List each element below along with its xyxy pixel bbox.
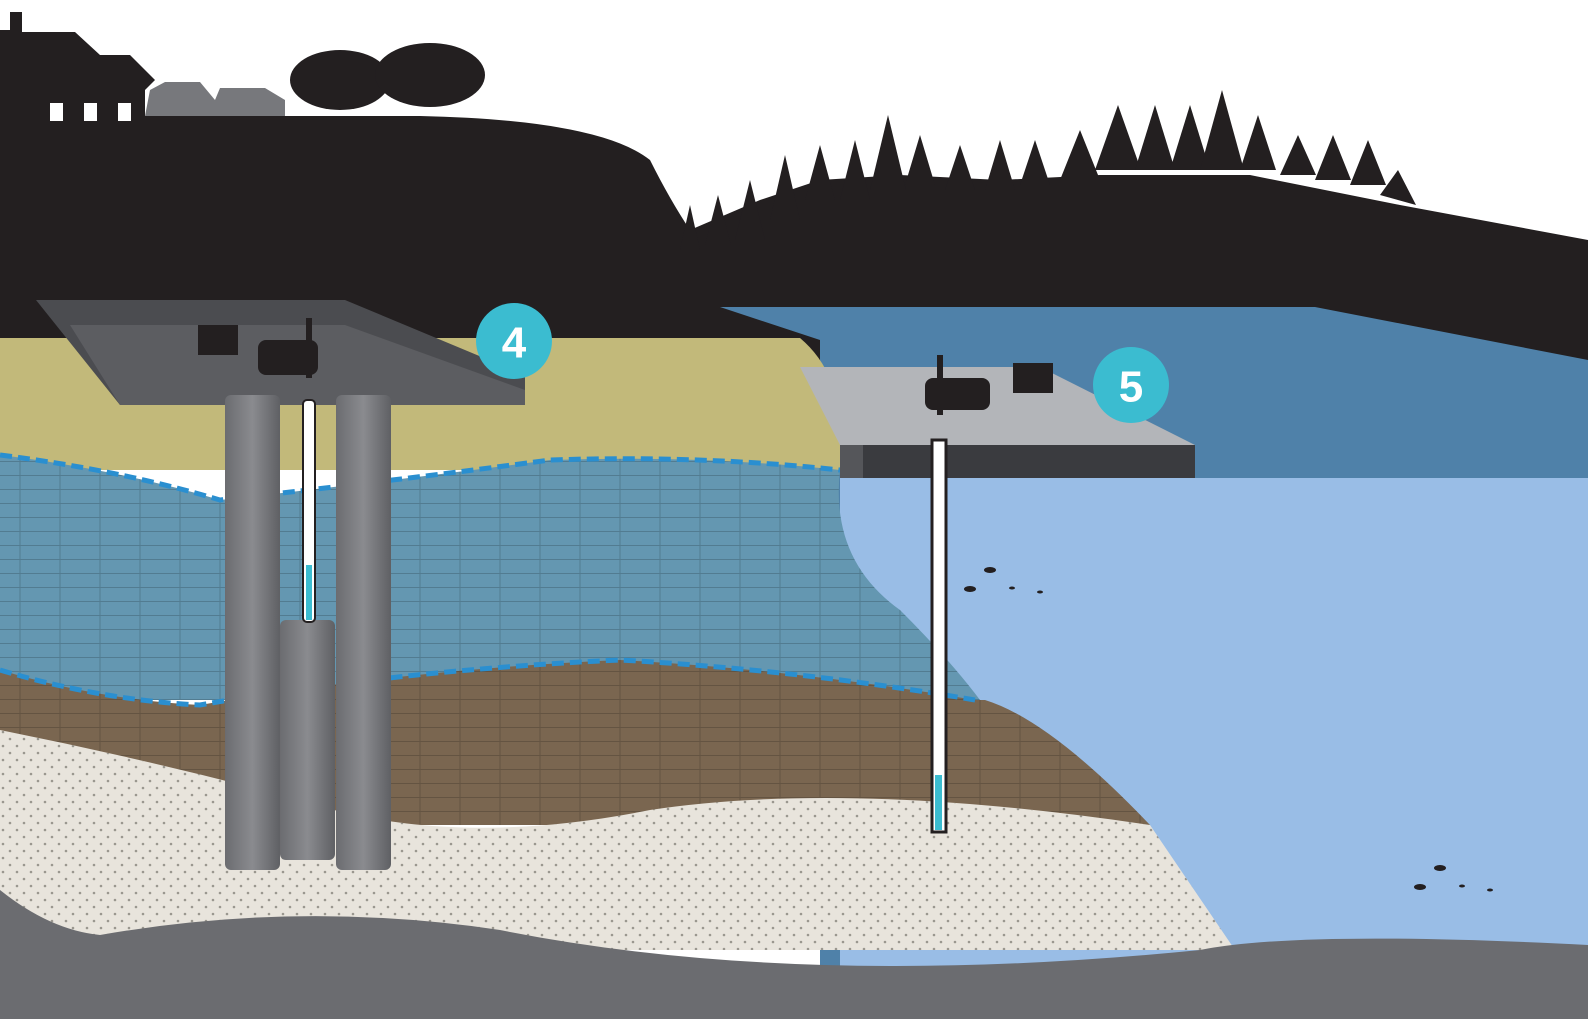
land-silhouette — [0, 12, 1588, 380]
bedrock — [0, 890, 1588, 1019]
marker-label: 5 — [1119, 363, 1143, 412]
sand-texture — [0, 730, 1235, 950]
aquifer-texture — [0, 455, 980, 700]
water-table — [0, 657, 976, 708]
marker-label: 4 — [502, 319, 527, 368]
site-4 — [36, 300, 525, 870]
marker-4: 4 — [476, 303, 552, 379]
site-5 — [800, 355, 1195, 834]
marker-5: 5 — [1093, 347, 1169, 423]
fish — [964, 567, 1493, 892]
water-table — [0, 452, 841, 503]
